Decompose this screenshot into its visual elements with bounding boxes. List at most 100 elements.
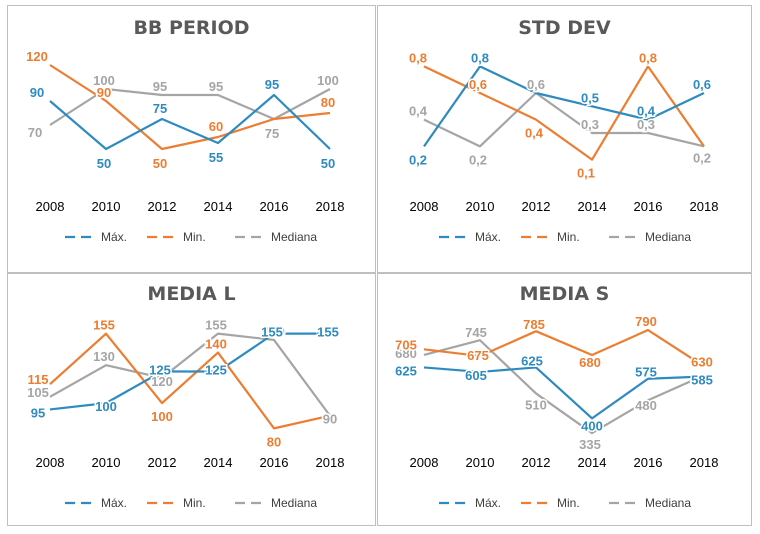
data-label-halo: 335 bbox=[579, 437, 601, 452]
x-tick-label: 2016 bbox=[634, 455, 663, 470]
data-label-halo: 0,4 bbox=[525, 126, 544, 141]
x-tick-label: 2016 bbox=[634, 199, 663, 214]
x-tick-label: 2018 bbox=[690, 455, 719, 470]
x-tick-label: 2008 bbox=[36, 455, 65, 470]
data-label-min: 100 bbox=[151, 409, 173, 424]
series-line-median bbox=[423, 339, 705, 435]
data-label-halo: 90 bbox=[97, 85, 111, 100]
data-label-median: 745 bbox=[465, 325, 487, 340]
data-label-min: 0,6 bbox=[469, 77, 487, 92]
data-label-median: 95 bbox=[209, 79, 223, 94]
data-label-halo: 745 bbox=[465, 325, 487, 340]
data-label-max: 95 bbox=[31, 405, 45, 420]
data-label-halo: 95 bbox=[209, 79, 223, 94]
x-tick-label: 2012 bbox=[522, 455, 551, 470]
data-label-halo: 155 bbox=[317, 325, 339, 340]
series-line-min bbox=[49, 64, 331, 151]
series-line-max bbox=[423, 366, 705, 420]
data-label-median: 90 bbox=[323, 412, 337, 427]
data-label-max: 125 bbox=[149, 363, 171, 378]
series-line-min bbox=[423, 328, 705, 368]
data-label-max: 0,8 bbox=[471, 50, 489, 65]
data-label-halo: 120 bbox=[151, 374, 173, 389]
x-tick-label: 2010 bbox=[92, 455, 121, 470]
legend-label-min: Min. bbox=[183, 496, 206, 510]
data-label-max: 155 bbox=[261, 325, 283, 340]
data-label-max: 155 bbox=[317, 325, 339, 340]
data-label-median: 0,4 bbox=[409, 104, 428, 119]
data-label-halo: 0,6 bbox=[527, 77, 545, 92]
series-line-max bbox=[49, 332, 330, 411]
data-label-halo: 140 bbox=[205, 337, 227, 352]
data-label-halo: 585 bbox=[691, 372, 713, 387]
series-line-median bbox=[423, 91, 705, 148]
data-label-median: 105 bbox=[27, 385, 49, 400]
data-label-min: 50 bbox=[153, 156, 167, 171]
data-label-median: 120 bbox=[151, 374, 173, 389]
data-label-min: 115 bbox=[28, 372, 49, 387]
x-tick-label: 2010 bbox=[466, 455, 495, 470]
data-label-halo: 155 bbox=[261, 325, 283, 340]
data-label-min: 80 bbox=[267, 434, 281, 449]
x-tick-label: 2014 bbox=[578, 199, 607, 214]
x-tick-label: 2014 bbox=[204, 455, 233, 470]
x-tick-label: 2012 bbox=[522, 199, 551, 214]
data-label-halo: 0,6 bbox=[693, 77, 711, 92]
data-label-halo: 120 bbox=[26, 49, 48, 64]
data-label-min: 0,1 bbox=[577, 166, 595, 181]
data-label-halo: 0,4 bbox=[409, 104, 428, 119]
data-label-min: 155 bbox=[93, 318, 115, 333]
data-label-halo: 0,2 bbox=[693, 150, 711, 165]
legend-label-median: Mediana bbox=[645, 230, 691, 244]
data-label-halo: 785 bbox=[523, 317, 545, 332]
legend-label-min: Min. bbox=[557, 230, 580, 244]
x-tick-label: 2014 bbox=[578, 455, 607, 470]
data-label-min: 0,4 bbox=[525, 126, 544, 141]
x-tick-label: 2012 bbox=[148, 455, 177, 470]
chart-title-media-s: MEDIA S bbox=[520, 283, 610, 305]
data-label-max: 50 bbox=[321, 156, 335, 171]
data-label-median: 70 bbox=[28, 125, 42, 140]
data-label-median: 680 bbox=[395, 346, 417, 361]
data-label-median: 0,6 bbox=[527, 77, 545, 92]
data-label-min: 630 bbox=[691, 354, 713, 369]
data-label-max: 95 bbox=[265, 77, 279, 92]
data-label-median: 335 bbox=[579, 437, 601, 452]
data-label-halo: 130 bbox=[93, 349, 115, 364]
legend-label-max: Máx. bbox=[101, 496, 127, 510]
data-label-halo: 0,5 bbox=[581, 90, 599, 105]
x-tick-label: 2016 bbox=[260, 199, 289, 214]
x-tick-label: 2018 bbox=[690, 199, 719, 214]
data-label-halo: 0,1 bbox=[577, 166, 595, 181]
data-label-max: 0,6 bbox=[693, 77, 711, 92]
data-label-halo: 625 bbox=[395, 363, 417, 378]
data-label-halo: 150 bbox=[263, 324, 285, 339]
data-label-median: 0,2 bbox=[469, 152, 487, 167]
data-label-halo: 95 bbox=[153, 79, 167, 94]
x-tick-label: 2012 bbox=[148, 199, 177, 214]
data-label-median: 95 bbox=[153, 79, 167, 94]
data-label-halo: 75 bbox=[265, 126, 279, 141]
data-label-min: 90 bbox=[97, 85, 111, 100]
data-label-max: 75 bbox=[153, 101, 167, 116]
data-label-halo: 55 bbox=[209, 150, 223, 165]
data-label-median: 510 bbox=[525, 397, 547, 412]
data-label-halo: 0,4 bbox=[637, 104, 656, 119]
chart-panel-media-s: MEDIA S 2008 2010 2012 2014 2016 2018 680 680 745… bbox=[377, 273, 752, 526]
data-label-halo: 90 bbox=[30, 85, 44, 100]
data-label-median: 0,3 bbox=[637, 117, 655, 132]
data-label-halo: 90 bbox=[323, 412, 337, 427]
data-label-median: 0,3 bbox=[581, 117, 599, 132]
data-label-halo: 400 bbox=[581, 418, 603, 433]
data-label-halo: 50 bbox=[153, 156, 167, 171]
x-tick-label: 2018 bbox=[316, 199, 345, 214]
data-label-min: 0,8 bbox=[409, 50, 427, 65]
data-label-max: 625 bbox=[395, 363, 417, 378]
data-label-halo: 105 bbox=[27, 385, 49, 400]
data-label-halo: 50 bbox=[321, 156, 335, 171]
data-label-halo: 605 bbox=[465, 368, 487, 383]
data-label-median: 100 bbox=[317, 73, 339, 88]
